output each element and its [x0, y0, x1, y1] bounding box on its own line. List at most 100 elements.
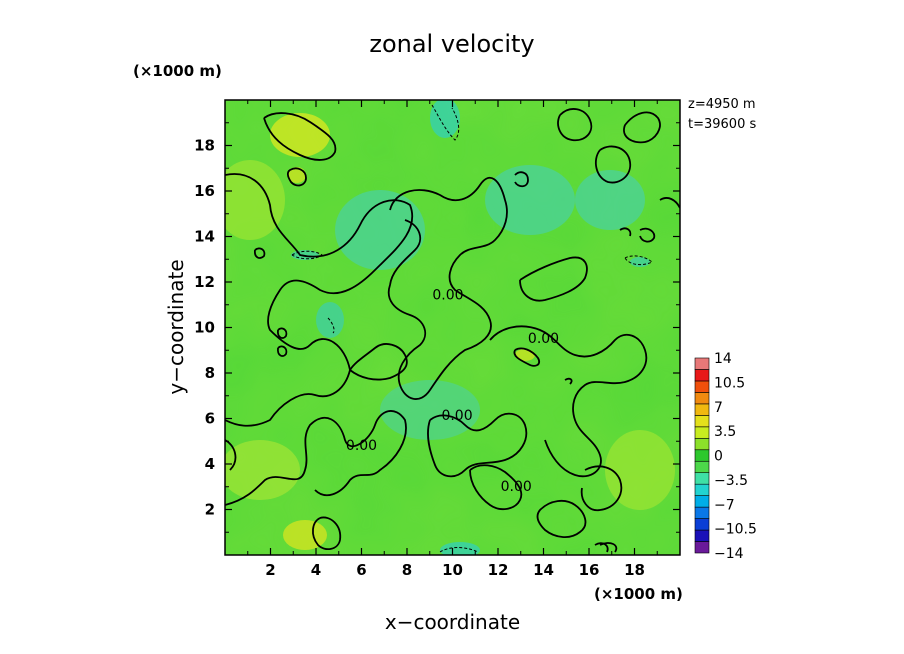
contour-label: 0.00	[432, 288, 463, 304]
height-annotation: z=4950 m	[688, 97, 756, 112]
colorbar-segment	[694, 472, 710, 485]
contour-label: 0.00	[346, 438, 377, 454]
field-patch	[605, 430, 675, 510]
x-tick-label: 2	[265, 561, 275, 579]
contour-line	[277, 327, 288, 339]
colorbar-segment	[694, 518, 710, 531]
zero-contours	[225, 104, 680, 553]
x-tick-label: 12	[488, 561, 509, 579]
field-patch	[575, 170, 645, 230]
colorbar-segment	[694, 357, 710, 370]
colorbar-label: −10.5	[714, 522, 757, 538]
field-patch	[430, 100, 460, 138]
colorbar-label: −14	[714, 546, 744, 562]
contour-line	[254, 247, 266, 259]
colorbar-segment	[694, 506, 710, 519]
x-tick-label: 4	[311, 561, 321, 579]
y-tick-label: 10	[194, 319, 215, 337]
y-tick-label: 14	[194, 228, 215, 246]
field-patch	[440, 542, 480, 555]
negative-contour-line	[439, 547, 479, 553]
y-tick-label: 2	[205, 501, 215, 519]
x-axis-unit: (×1000 m)	[594, 585, 683, 603]
y-tick-label: 16	[194, 182, 215, 200]
contour-line	[536, 499, 587, 538]
contour-line	[225, 173, 414, 427]
y-axis-ticks: 2 4 6 8 10 12 14 16 18	[194, 122, 680, 533]
colorbar-segment	[694, 415, 710, 428]
field-patch	[225, 440, 300, 500]
colorbar-segment	[694, 403, 710, 416]
field-patch	[485, 165, 575, 235]
contour-line	[623, 111, 661, 144]
contour-line	[594, 542, 609, 553]
colorbar-segment	[694, 483, 710, 496]
negative-contour-line	[624, 255, 653, 266]
contour-line	[659, 197, 680, 209]
y-tick-label: 4	[205, 455, 215, 473]
colorbar-segment	[694, 529, 710, 542]
y-tick-label: 12	[194, 273, 215, 291]
x-tick-label: 6	[356, 561, 366, 579]
colorbar-segment	[694, 369, 710, 382]
x-tick-label: 16	[579, 561, 600, 579]
field-patch	[291, 250, 319, 260]
contour-line	[513, 347, 541, 367]
contour-labels: 0.00 0.00 0.00 0.00 0.00	[346, 288, 559, 495]
colorbar-label: 3.5	[714, 424, 736, 440]
contour-line	[519, 256, 588, 302]
time-annotation: t=39600 s	[688, 117, 757, 132]
colorbar-segment	[694, 380, 710, 393]
y-tick-label: 6	[205, 410, 215, 428]
x-tick-label: 18	[624, 561, 645, 579]
contour-label: 0.00	[528, 331, 559, 347]
colorbar-label: 10.5	[714, 375, 745, 391]
y-axis-unit: (×1000 m)	[133, 62, 222, 80]
negative-contour-line	[327, 317, 335, 334]
colorbar-label: 0	[714, 449, 723, 465]
x-axis-ticks: 2 4 6 8 10 12 14 16 18	[247, 100, 658, 579]
contour-line	[263, 112, 337, 161]
colorbar-label: 7	[714, 400, 723, 416]
y-tick-label: 8	[205, 364, 215, 382]
y-tick-label: 18	[194, 137, 215, 155]
field-patch	[225, 160, 285, 240]
contour-line	[427, 412, 528, 478]
colorbar-segment	[694, 541, 710, 554]
colorbar-label: 14	[714, 351, 732, 367]
x-tick-label: 14	[533, 561, 554, 579]
colorbar-segment	[694, 449, 710, 462]
contour-line	[619, 227, 632, 237]
contour-line	[639, 227, 656, 243]
contour-line	[557, 108, 593, 142]
contour-line	[312, 516, 342, 551]
field-patch	[270, 113, 330, 157]
contour-line	[225, 410, 407, 506]
field-patch	[515, 349, 535, 361]
negative-contour-line	[291, 250, 323, 260]
colorbar-segment	[694, 426, 710, 439]
contour-line	[580, 465, 623, 512]
chart-title: zonal velocity	[369, 30, 535, 58]
contour-line	[387, 176, 508, 400]
field-patch	[283, 520, 327, 550]
contour-label: 0.00	[501, 479, 532, 495]
colorbar-segment	[694, 392, 710, 405]
velocity-field	[225, 100, 680, 620]
x-tick-label: 10	[442, 561, 463, 579]
colorbar-segment	[694, 460, 710, 474]
colorbar-label: −7	[714, 497, 735, 513]
contour-line	[594, 145, 632, 184]
x-axis-label: x−coordinate	[384, 610, 521, 634]
contour-line	[564, 377, 573, 385]
contour-line	[277, 345, 288, 357]
field-patch	[335, 190, 425, 270]
colorbar-segment	[694, 495, 710, 508]
colorbar-segment	[694, 437, 710, 451]
x-tick-label: 8	[402, 561, 412, 579]
field-patch	[530, 580, 590, 620]
contour-line	[469, 464, 523, 511]
negative-contour-line	[431, 104, 460, 141]
colorbar: 14 10.5 7 3.5 0 −3.5 −7 −10.5 −14	[694, 351, 757, 562]
